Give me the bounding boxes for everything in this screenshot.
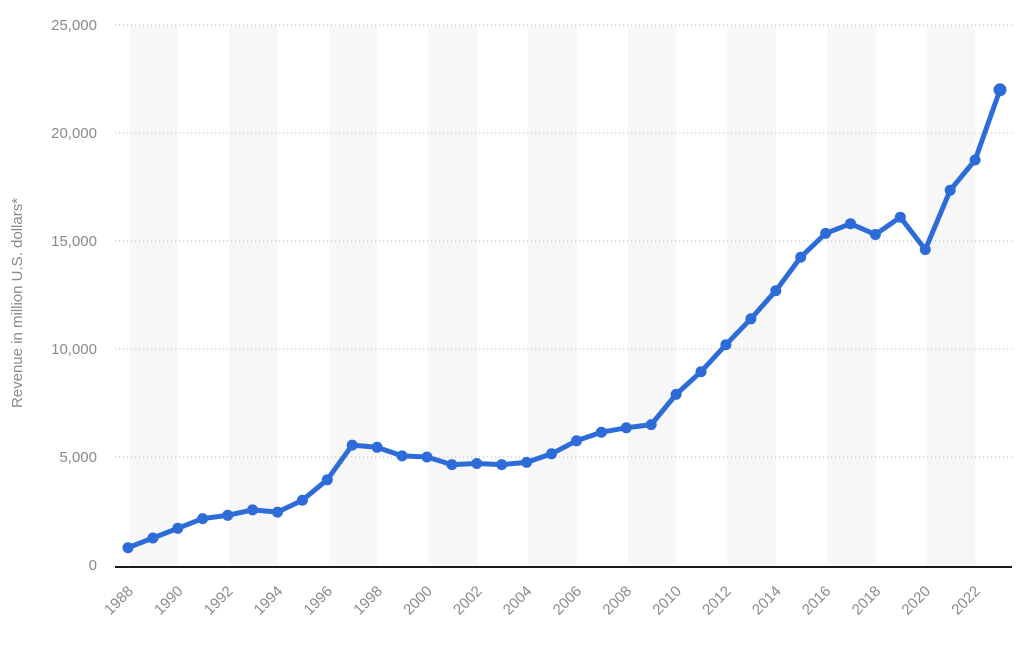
- data-point[interactable]: [969, 154, 981, 166]
- plot-stripe: [129, 25, 179, 565]
- y-tick-label: 10,000: [51, 341, 97, 358]
- x-tick-label: 2016: [799, 583, 835, 619]
- x-tick-label: 2000: [400, 583, 436, 619]
- x-tick-label: 1998: [350, 583, 386, 619]
- data-point[interactable]: [321, 474, 333, 486]
- data-point[interactable]: [745, 313, 757, 325]
- x-tick-label: 1996: [301, 583, 337, 619]
- x-tick-label: 2006: [550, 583, 586, 619]
- data-point[interactable]: [595, 426, 607, 438]
- data-point[interactable]: [571, 435, 582, 447]
- plot-stripe: [528, 25, 577, 565]
- data-point[interactable]: [197, 513, 209, 525]
- data-point[interactable]: [645, 419, 657, 431]
- data-point[interactable]: [371, 441, 383, 453]
- x-tick-label: 2010: [649, 583, 685, 619]
- data-point[interactable]: [471, 458, 483, 469]
- data-point[interactable]: [172, 522, 184, 534]
- data-point[interactable]: [770, 285, 782, 297]
- data-point[interactable]: [122, 542, 134, 554]
- x-tick-label: 1992: [201, 583, 237, 619]
- data-point[interactable]: [795, 251, 807, 263]
- data-point[interactable]: [720, 339, 732, 351]
- plot-stripe: [827, 25, 876, 565]
- plot-stripe: [328, 25, 378, 565]
- plot-stripe: [926, 25, 976, 565]
- data-point[interactable]: [546, 448, 557, 460]
- plot-stripe: [627, 25, 677, 565]
- data-point[interactable]: [222, 509, 234, 521]
- x-tick-label: 2004: [500, 583, 536, 619]
- data-point[interactable]: [845, 218, 856, 230]
- x-tick-label: 2002: [450, 583, 486, 619]
- stripes-layer: [129, 25, 976, 565]
- x-tick-label: 2022: [948, 583, 984, 619]
- data-point[interactable]: [247, 504, 259, 516]
- data-point[interactable]: [620, 422, 632, 434]
- y-tick-label: 20,000: [51, 125, 97, 142]
- data-point[interactable]: [421, 451, 433, 463]
- data-point[interactable]: [446, 459, 458, 471]
- data-point[interactable]: [670, 388, 682, 400]
- data-point[interactable]: [521, 456, 533, 468]
- data-point[interactable]: [919, 244, 931, 256]
- data-point[interactable]: [894, 211, 906, 223]
- data-point[interactable]: [993, 83, 1007, 97]
- plot-stripe: [727, 25, 777, 565]
- y-tick-label: 5,000: [59, 449, 97, 466]
- data-point[interactable]: [272, 506, 283, 518]
- x-tick-label: 2020: [898, 583, 934, 619]
- data-point[interactable]: [496, 459, 508, 471]
- data-point[interactable]: [820, 227, 832, 239]
- data-point[interactable]: [147, 532, 159, 544]
- grid-layer: [115, 24, 1012, 568]
- x-tick-label: 1994: [251, 583, 287, 619]
- x-tick-label: 2014: [749, 583, 785, 619]
- y-tick-label: 15,000: [51, 233, 97, 250]
- y-tick-label: 0: [89, 557, 97, 574]
- data-point[interactable]: [695, 366, 707, 378]
- series-layer: [122, 83, 1007, 554]
- y-axis-title: Revenue in million U.S. dollars*: [9, 198, 26, 408]
- data-point[interactable]: [869, 229, 881, 240]
- plot-stripe: [229, 25, 278, 565]
- data-point[interactable]: [296, 494, 308, 506]
- y-tick-label: 25,000: [51, 17, 97, 34]
- data-point[interactable]: [944, 184, 956, 196]
- data-point[interactable]: [396, 450, 408, 462]
- plot-stripe: [428, 25, 478, 565]
- x-tick-label: 2008: [599, 583, 635, 619]
- data-point[interactable]: [346, 439, 358, 451]
- x-tick-label: 2018: [849, 583, 885, 619]
- x-tick-label: 1988: [101, 583, 137, 619]
- x-tick-label: 2012: [699, 583, 735, 619]
- x-tick-label: 1990: [151, 583, 187, 619]
